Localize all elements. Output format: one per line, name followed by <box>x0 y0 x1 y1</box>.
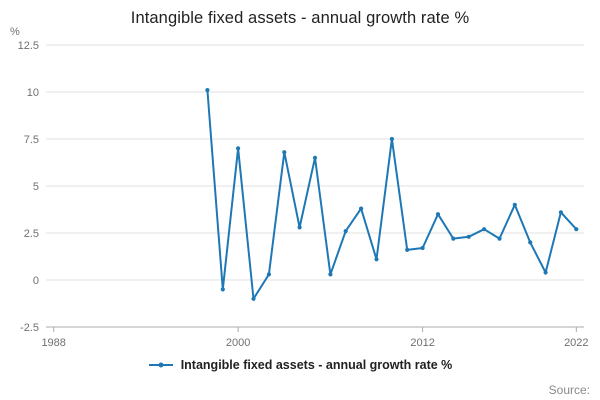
legend-line-marker <box>148 362 173 368</box>
data-point-marker <box>497 236 502 241</box>
x-tick-label: 2022 <box>564 337 588 349</box>
y-tick-label: 2.5 <box>24 228 39 240</box>
y-tick-label: 12.5 <box>18 40 39 52</box>
data-line <box>206 89 578 300</box>
data-point-marker <box>282 150 287 155</box>
y-tick-label: 7.5 <box>24 134 39 146</box>
data-point-marker <box>343 229 348 234</box>
legend-dot <box>158 362 164 368</box>
chart-title: Intangible fixed assets - annual growth … <box>130 9 470 27</box>
data-point-marker <box>574 227 579 232</box>
data-point-marker <box>451 236 456 241</box>
data-point-marker <box>328 272 333 277</box>
legend-label: Intangible fixed assets - annual growth … <box>180 358 453 372</box>
y-tick-label: 10 <box>27 87 39 99</box>
data-point-marker <box>482 227 487 232</box>
data-point-marker <box>236 146 241 151</box>
data-point-marker <box>312 155 318 160</box>
x-tick-label: 1988 <box>41 337 65 349</box>
y-tick-label: -2.5 <box>20 322 39 334</box>
y-axis-unit-label: % <box>10 26 20 38</box>
data-point-marker <box>266 272 271 277</box>
y-tick-label: 5 <box>33 181 39 193</box>
data-point-marker <box>420 245 425 251</box>
source-label: Source: <box>548 383 590 397</box>
data-point-marker <box>359 206 364 211</box>
data-point-marker <box>220 287 225 292</box>
data-point-marker <box>405 247 410 252</box>
data-point-marker <box>251 296 256 301</box>
data-point-marker <box>297 225 302 230</box>
x-tick-label: 2000 <box>226 337 250 349</box>
data-point-marker <box>528 240 533 245</box>
data-point-marker <box>466 234 471 239</box>
x-tick-label: 2012 <box>410 337 434 349</box>
data-point-marker <box>435 212 441 217</box>
y-tick-label: 0 <box>33 275 39 287</box>
data-point-marker <box>512 202 517 207</box>
data-point-marker <box>558 210 564 215</box>
data-point-marker <box>543 270 548 275</box>
data-point-marker <box>205 88 210 93</box>
data-point-marker <box>374 257 379 262</box>
legend: Intangible fixed assets - annual growth … <box>0 358 600 372</box>
data-point-marker <box>389 136 394 142</box>
